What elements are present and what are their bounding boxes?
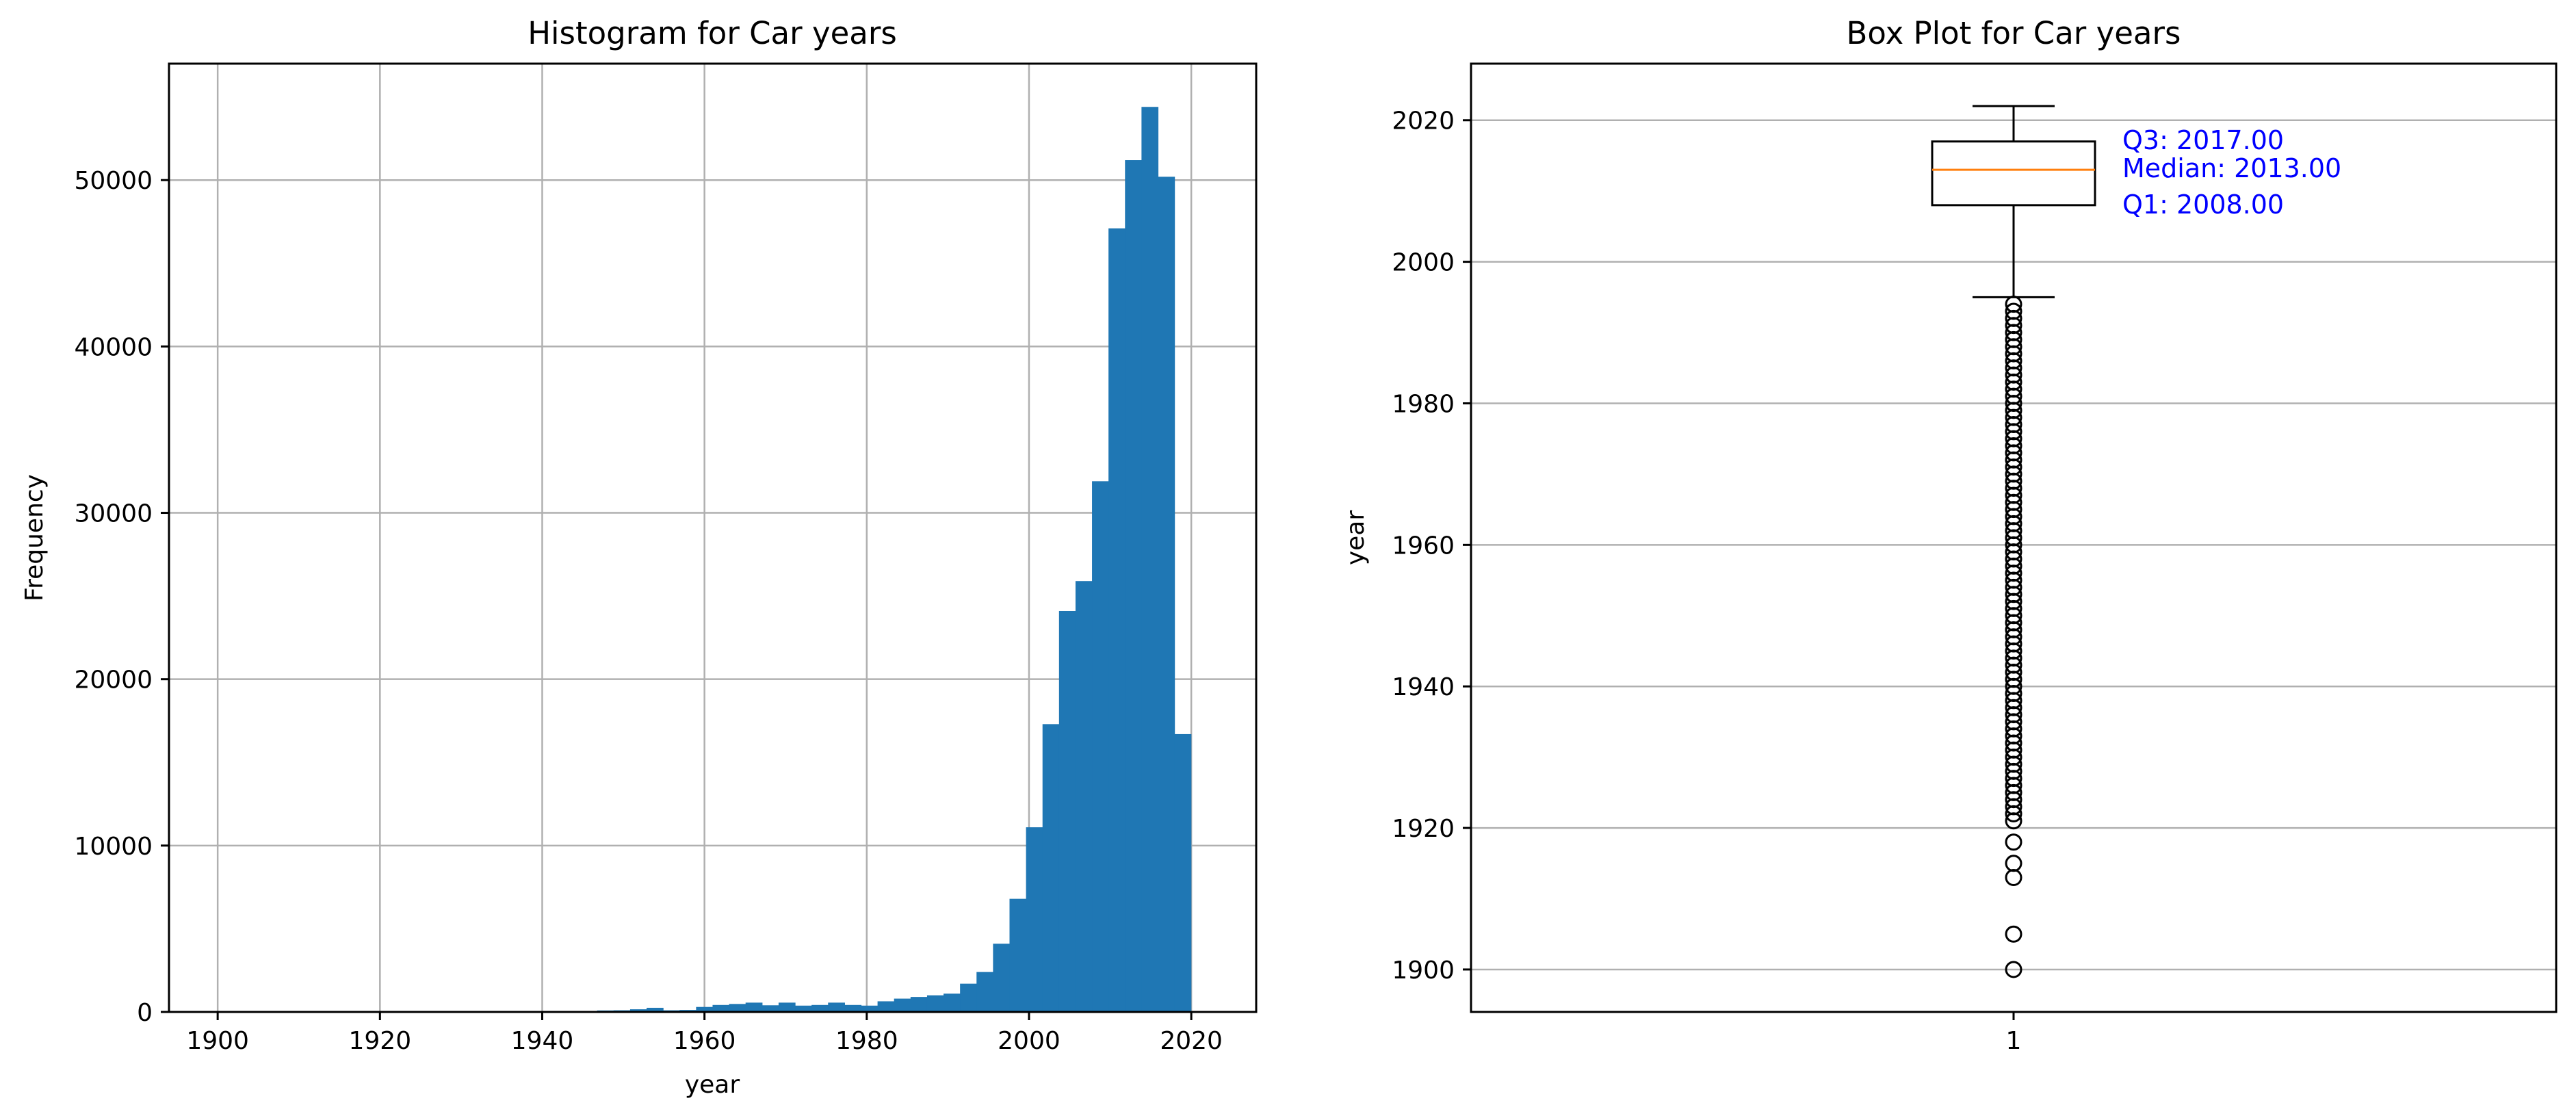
annotation-median: Median: 2013.00 (2122, 153, 2341, 183)
histogram-bar (960, 983, 977, 1012)
histogram-x-tick-label: 1960 (673, 1027, 736, 1055)
histogram-y-tick-label: 20000 (74, 666, 153, 694)
histogram-bar (944, 993, 961, 1012)
boxplot-y-tick-label: 2020 (1392, 107, 1455, 135)
outlier-point (2005, 302, 2022, 320)
histogram-x-tick-label: 1940 (511, 1027, 574, 1055)
boxplot-y-label: year (1342, 510, 1370, 566)
histogram-bar (696, 1006, 714, 1012)
boxplot-y-tick-label: 1900 (1392, 957, 1455, 985)
boxplot-y-tick-label: 1960 (1392, 532, 1455, 560)
histogram-y-label: Frequency (21, 474, 49, 601)
histogram-bar (926, 995, 944, 1012)
histogram-x-ticks: 1900 1920 1940 1960 1980 2000 2020 (186, 1012, 1223, 1055)
histogram-bar (1108, 228, 1126, 1012)
histogram-bar (1026, 827, 1043, 1012)
histogram-y-tick-label: 30000 (74, 500, 153, 528)
boxplot-y-tick-label: 1940 (1392, 673, 1455, 701)
histogram-x-tick-label: 1980 (835, 1027, 898, 1055)
histogram-bar (1174, 733, 1192, 1012)
boxplot-panel: Box Plot for Car years 1 1900 1920 1940 196… (1342, 15, 2558, 1055)
boxplot-outliers (2005, 296, 2022, 978)
histogram-bar (762, 1005, 779, 1012)
histogram-bars (218, 107, 1192, 1012)
histogram-bar (729, 1004, 746, 1012)
boxplot-y-tick-label: 2000 (1392, 249, 1455, 277)
histogram-x-tick-label: 1900 (186, 1027, 249, 1055)
histogram-bar (795, 1005, 812, 1012)
histogram-frame (168, 62, 1258, 1013)
histogram-bar (910, 997, 928, 1012)
histogram-bar (844, 1004, 862, 1012)
histogram-x-label: year (685, 1071, 740, 1099)
histogram-title: Histogram for Car years (528, 15, 897, 51)
outlier-point (2005, 961, 2022, 978)
outlier-point (2005, 855, 2022, 872)
boxplot-body (1931, 105, 2096, 298)
histogram-bar (1042, 724, 1060, 1012)
boxplot-x-ticks: 1 (2006, 1012, 2022, 1055)
iqr-box (1931, 140, 2096, 207)
histogram-bar (1009, 898, 1027, 1012)
histogram-y-tick-label: 10000 (74, 833, 153, 861)
boxplot-x-tick-label: 1 (2006, 1027, 2022, 1055)
annotation-q3: Q3: 2017.00 (2122, 125, 2284, 155)
boxplot-y-tick-label: 1920 (1392, 815, 1455, 843)
histogram-bar (1158, 177, 1175, 1012)
histogram-bar (1075, 581, 1093, 1012)
histogram-bar (1092, 481, 1109, 1012)
outlier-point (2005, 925, 2022, 943)
histogram-bar (629, 1009, 647, 1012)
histogram-panel: Histogram for Car years 1900 1920 1940 1960… (21, 15, 1258, 1099)
histogram-y-tick-label: 0 (137, 999, 153, 1027)
boxplot-y-ticks: 1900 1920 1940 1960 1980 2000 2020 (1392, 107, 1471, 985)
boxplot-title: Box Plot for Car years (1847, 15, 2181, 51)
histogram-bar (811, 1004, 829, 1012)
histogram-x-tick-label: 2020 (1160, 1027, 1223, 1055)
histogram-bar (712, 1004, 730, 1012)
histogram-bar (647, 1007, 664, 1012)
outlier-point (2005, 296, 2022, 313)
histogram-bar (1058, 610, 1076, 1012)
outlier-point (2005, 868, 2022, 886)
histogram-x-tick-label: 1920 (349, 1027, 412, 1055)
histogram-x-tick-label: 2000 (998, 1027, 1061, 1055)
annotation-q1: Q1: 2008.00 (2122, 190, 2284, 220)
histogram-y-tick-label: 50000 (74, 167, 153, 195)
histogram-bar (778, 1002, 796, 1012)
histogram-y-ticks: 0 10000 20000 30000 40000 50000 (74, 167, 169, 1027)
histogram-bar (894, 998, 911, 1012)
histogram-y-tick-label: 40000 (74, 333, 153, 361)
outlier-point (2005, 833, 2022, 851)
histogram-bar (745, 1002, 763, 1012)
histogram-bar (877, 1001, 895, 1012)
histogram-bar (1141, 107, 1159, 1012)
histogram-bar (1125, 160, 1142, 1012)
histogram-bar (861, 1005, 879, 1012)
histogram-bar (993, 944, 1011, 1012)
histogram-bar (828, 1002, 845, 1012)
histogram-bar (976, 972, 993, 1012)
boxplot-y-tick-label: 1980 (1392, 390, 1455, 418)
